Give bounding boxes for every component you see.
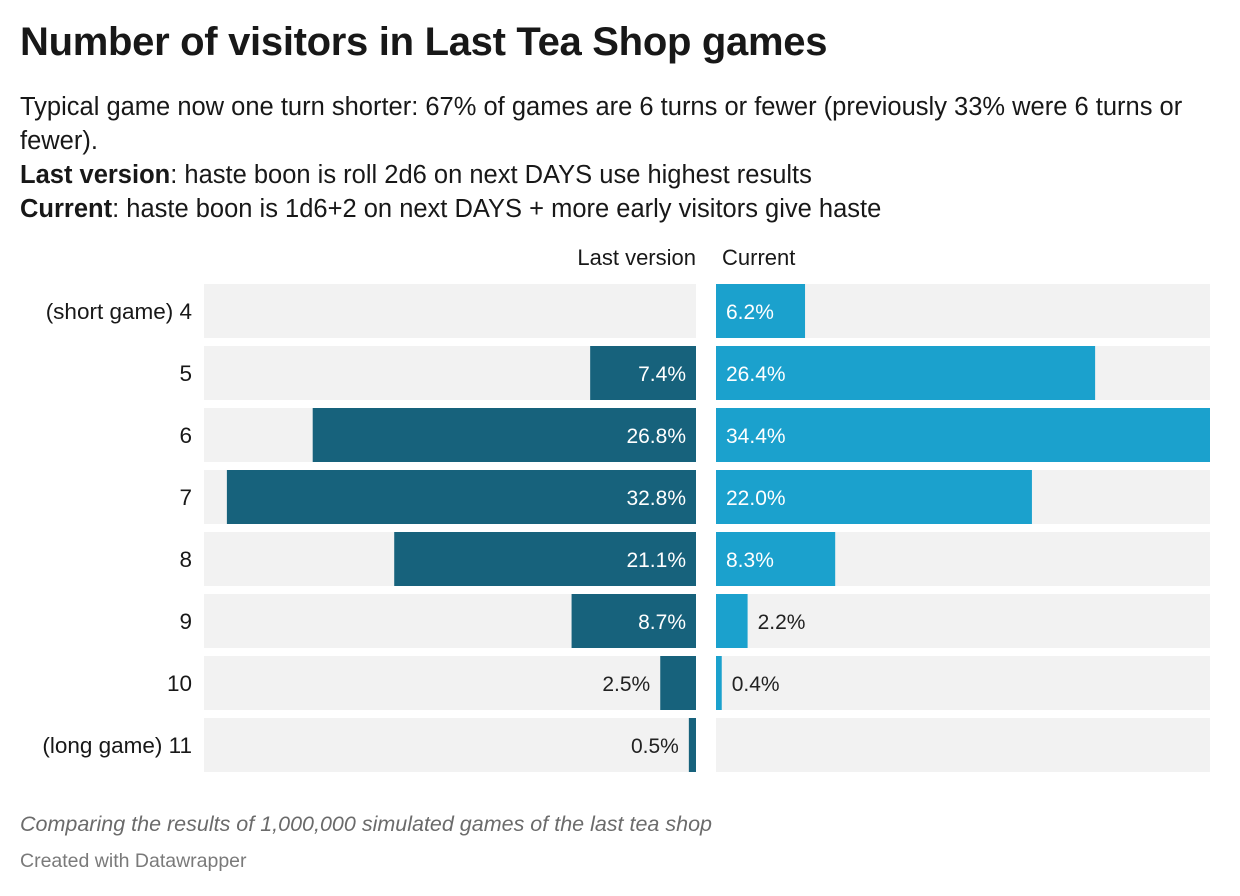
last-version-label: Last version [20,161,171,189]
bar-current [716,594,748,648]
background-track-left [204,718,696,772]
background-track-left [204,284,696,338]
last-version-text: : haste boon is roll 2d6 on next DAYS us… [170,161,812,189]
bar-last-version [226,470,696,524]
bar-last-version [590,346,696,400]
description-line-2: Last version: haste boon is roll 2d6 on … [20,158,1220,192]
background-track-left [204,656,696,710]
category-label: 9 [179,609,192,634]
chart-notes: Comparing the results of 1,000,000 simul… [20,812,712,836]
bar-last-version [571,594,696,648]
background-track-right [716,594,1210,648]
background-track-right [716,718,1210,772]
value-label-current: 26.4% [726,363,786,386]
value-label-last-version: 8.7% [638,611,686,634]
bar-last-version [660,656,696,710]
value-label-current: 6.2% [726,301,774,324]
category-label: (long game) 11 [42,733,192,758]
value-label-current: 34.4% [726,425,786,448]
current-text: : haste boon is 1d6+2 on next DAYS + mor… [112,195,882,223]
value-label-current: 22.0% [726,487,786,510]
value-label-last-version: 32.8% [626,487,686,510]
value-label-current: 8.3% [726,549,774,572]
bar-current [716,346,1096,400]
value-label-last-version: 7.4% [638,363,686,386]
column-header-current: Current [722,245,796,270]
value-label-last-version: 26.8% [626,425,686,448]
bar-current [716,470,1032,524]
bar-last-version [312,408,696,462]
category-label: 7 [179,485,192,510]
bar-last-version [688,718,696,772]
description-line-1: Typical game now one turn shorter: 67% o… [20,93,1183,155]
value-label-last-version: 0.5% [631,735,679,758]
value-label-current: 0.4% [732,673,780,696]
category-label: 8 [179,547,192,572]
category-label: (short game) 4 [46,299,192,324]
current-label: Current [20,195,113,223]
column-header-last-version: Last version [577,245,696,270]
bar-current [716,656,722,710]
chart-description: Typical game now one turn shorter: 67% o… [20,90,1220,226]
category-label: 5 [179,361,192,386]
description-line-3: Current: haste boon is 1d6+2 on next DAY… [20,192,1220,226]
chart-title: Number of visitors in Last Tea Shop game… [20,20,828,64]
bar-current [716,408,1210,462]
bar-current [716,284,806,338]
chart-credit: Created with Datawrapper [20,850,247,872]
background-track-right [716,656,1210,710]
category-label: 6 [179,423,192,448]
value-label-last-version: 2.5% [602,673,650,696]
value-label-last-version: 21.1% [626,549,686,572]
value-label-current: 2.2% [758,611,806,634]
bar-current [716,532,836,586]
category-label: 10 [167,671,192,696]
bar-last-version [394,532,696,586]
